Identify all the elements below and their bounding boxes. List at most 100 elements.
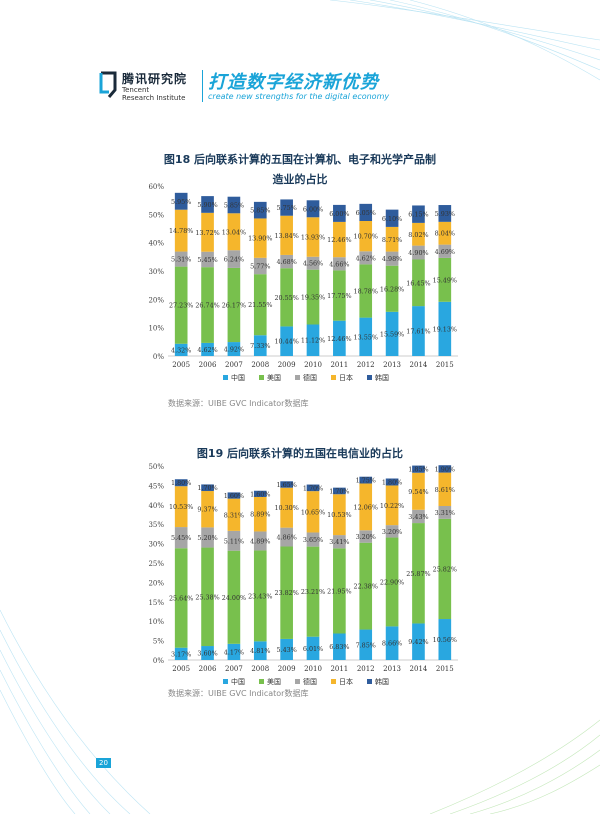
fig19-legend-swatch [259, 679, 264, 684]
fig19-data-label: 8.66% [382, 640, 402, 648]
fig19-bar-japan [359, 483, 373, 531]
fig19-data-label: 3.20% [382, 528, 402, 536]
fig19-data-label: 6.01% [303, 645, 323, 653]
fig19-bar-japan [385, 485, 399, 526]
fig18-legend-swatch [367, 375, 372, 380]
fig19-bar-usa [227, 550, 241, 644]
fig18-x-tick-label: 2006 [199, 361, 217, 369]
fig19-data-label: 10.53% [169, 503, 193, 511]
fig19-data-label: 1.60% [250, 490, 270, 498]
fig19-bar-germany [412, 509, 425, 524]
fig19-bar-usa [253, 550, 267, 642]
fig18-legend-swatch [295, 375, 300, 380]
fig19-bar-germany [438, 506, 452, 519]
fig19-bar-china [201, 646, 214, 660]
fig18-data-label: 4.66% [329, 260, 349, 268]
fig19-y-tick-label: 30% [148, 541, 164, 549]
fig19-legend-label: 德国 [303, 677, 317, 686]
fig18-bar-china [306, 324, 320, 356]
fig18-x-tick-label: 2009 [278, 361, 296, 369]
fig18-data-label: 17.61% [406, 328, 430, 336]
fig19-data-label: 25.82% [433, 565, 457, 573]
figure18-source: 数据来源：UIBE GVC Indicator数据库 [168, 399, 309, 408]
fig18-bar-japan [174, 209, 188, 252]
fig18-data-label: 13.72% [195, 229, 219, 237]
fig18-data-label: 4.68% [276, 258, 296, 266]
fig19-data-label: 10.65% [301, 508, 325, 516]
fig18-x-tick-label: 2014 [410, 361, 428, 369]
fig19-bar-japan [253, 496, 267, 532]
fig18-data-label: 13.84% [274, 232, 298, 240]
fig18-data-label: 4.56% [303, 260, 323, 268]
page-header: 腾讯研究院 Tencent Research Institute 打造数字经济新… [98, 68, 518, 108]
fig18-bar-germany [306, 256, 320, 270]
fig18-data-label: 5.93% [435, 210, 455, 218]
fig19-x-tick-label: 2007 [225, 665, 243, 673]
fig18-data-label: 19.35% [301, 294, 325, 302]
fig19-data-label: 22.38% [354, 583, 378, 591]
fig19-bar-germany [227, 530, 241, 551]
fig19-legend-swatch [295, 679, 300, 684]
fig18-data-label: 8.04% [435, 230, 455, 238]
fig19-data-label: 1.80% [171, 479, 191, 487]
fig18-legend-label: 韩国 [375, 373, 389, 382]
fig19-data-label: 25.38% [195, 593, 219, 601]
org-name-en-line1: Tencent [122, 86, 150, 94]
fig19-x-tick-label: 2011 [330, 665, 348, 673]
fig19-data-label: 9.37% [197, 506, 217, 514]
fig19-data-label: 1.70% [329, 487, 349, 495]
fig19-bar-usa [359, 542, 373, 630]
fig18-data-label: 5.75% [276, 204, 296, 212]
page-number: 20 [96, 758, 111, 768]
fig18-x-tick-label: 2008 [251, 361, 269, 369]
figure19-title-line1: 图19 后向联系计算的五国在电信业的占比 [196, 447, 404, 460]
fig18-data-label: 8.02% [408, 231, 428, 239]
fig18-bar-usa [174, 266, 188, 344]
fig19-data-label: 10.30% [274, 504, 298, 512]
fig18-bar-usa [385, 265, 399, 312]
fig18-bar-korea [227, 196, 241, 214]
fig18-x-tick-label: 2012 [357, 361, 375, 369]
fig18-data-label: 13.93% [301, 234, 325, 242]
fig19-bar-china [227, 643, 241, 660]
fig18-bar-usa [306, 269, 320, 325]
fig19-bar-china [280, 638, 293, 660]
fig19-data-label: 1.70% [197, 484, 217, 492]
fig19-data-label: 10.53% [327, 511, 351, 519]
fig19-bar-japan [333, 494, 346, 536]
fig18-data-label: 5.31% [171, 256, 191, 264]
fig19-data-label: 1.85% [408, 466, 428, 474]
fig18-data-label: 11.12% [301, 337, 325, 345]
slogan-en: create new strengths for the digital eco… [208, 92, 390, 101]
fig19-data-label: 23.43% [248, 592, 272, 600]
fig18-x-tick-label: 2010 [304, 361, 322, 369]
fig19-data-label: 4.86% [276, 534, 296, 542]
fig19-bar-usa [333, 548, 346, 634]
fig18-bar-usa [412, 259, 425, 307]
fig19-bar-japan [412, 472, 425, 510]
fig18-data-label: 15.59% [380, 330, 404, 338]
fig19-y-tick-label: 10% [148, 618, 164, 626]
fig18-bar-germany [280, 254, 293, 269]
fig18-data-label: 19.13% [433, 325, 457, 333]
fig19-bar-korea [333, 487, 346, 495]
fig19-data-label: 23.21% [301, 588, 325, 596]
fig19-data-label: 21.95% [327, 587, 351, 595]
fig19-data-label: 3.31% [435, 509, 455, 517]
fig19-data-label: 1.90% [435, 465, 455, 473]
fig18-bar-japan [201, 212, 214, 252]
fig19-data-label: 1.65% [276, 481, 296, 489]
fig18-bar-china [201, 342, 214, 356]
fig19-data-label: 3.17% [171, 650, 191, 658]
fig19-data-label: 24.00% [222, 594, 246, 602]
fig19-bar-germany [253, 531, 267, 551]
fig19-data-label: 3.41% [329, 538, 349, 546]
fig19-data-label: 25.87% [406, 570, 430, 578]
fig18-data-label: 4.62% [197, 346, 217, 354]
fig18-legend-swatch [223, 375, 228, 380]
fig18-bar-china [280, 326, 293, 356]
fig18-data-label: 4.69% [435, 248, 455, 256]
fig19-bar-japan [227, 498, 241, 531]
fig18-bar-korea [306, 200, 320, 218]
fig19-bar-china [385, 626, 399, 660]
